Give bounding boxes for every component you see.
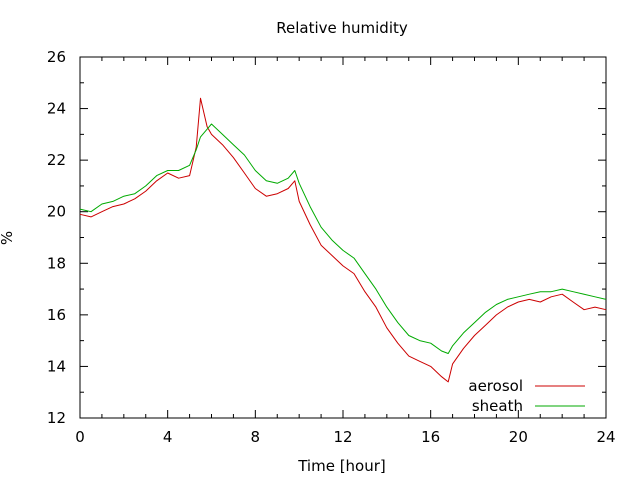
x-tick-label: 20 (509, 428, 528, 446)
y-tick-label: 14 (47, 357, 66, 375)
x-tick-label: 12 (333, 428, 352, 446)
x-axis-ticks: 0 4 8 12 16 20 24 (75, 57, 616, 446)
y-axis-ticks: 12 14 16 18 20 22 24 26 (47, 48, 606, 427)
y-tick-label: 26 (47, 48, 66, 66)
y-tick-label: 22 (47, 151, 66, 169)
y-tick-label: 20 (47, 203, 66, 221)
y-tick-label: 12 (47, 409, 66, 427)
series-line-sheath (79, 123, 607, 354)
series-line-aerosol (79, 97, 607, 383)
x-tick-label: 16 (421, 428, 440, 446)
y-tick-label: 24 (47, 100, 66, 118)
x-axis-label: Time [hour] (297, 457, 386, 475)
legend-label-aerosol: aerosol (468, 377, 523, 395)
x-tick-label: 8 (251, 428, 261, 446)
legend: aerosol sheath (468, 377, 585, 415)
x-tick-label: 4 (163, 428, 173, 446)
legend-label-sheath: sheath (472, 397, 523, 415)
y-axis-label: % (0, 231, 16, 245)
x-tick-label: 0 (75, 428, 85, 446)
series-layer (79, 97, 607, 383)
chart-title: Relative humidity (276, 19, 408, 37)
plot-frame (79, 56, 607, 419)
y-tick-label: 16 (47, 306, 66, 324)
y-tick-label: 18 (47, 254, 66, 272)
x-tick-label: 24 (596, 428, 615, 446)
plot-area (79, 56, 607, 419)
